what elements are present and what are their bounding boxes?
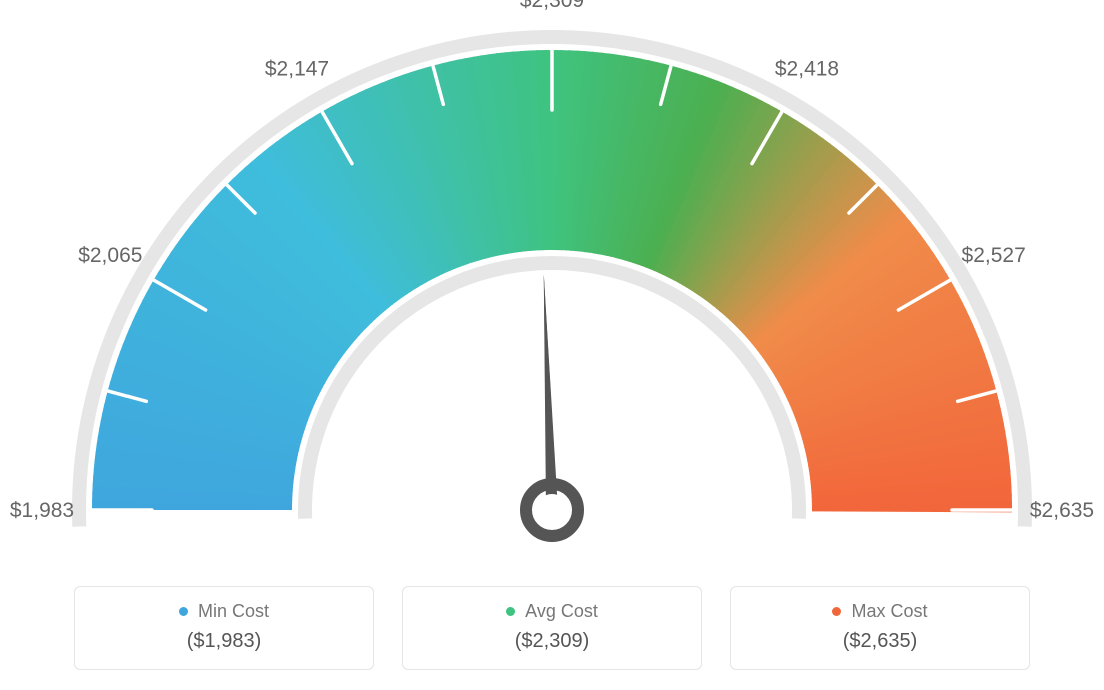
- avg-cost-header: Avg Cost: [421, 601, 683, 622]
- gauge-tick-label: $1,983: [10, 499, 74, 522]
- gauge-area: $1,983 $2,065 $2,147 $2,309 $2,418 $2,527 $2,6…: [0, 0, 1104, 550]
- max-cost-value: ($2,635): [749, 630, 1011, 653]
- gauge-tick-label: $2,635: [1030, 499, 1094, 522]
- gauge-tick-label: $2,418: [775, 57, 839, 80]
- cost-gauge-widget: $1,983 $2,065 $2,147 $2,309 $2,418 $2,527 $2,6…: [0, 0, 1104, 690]
- gauge-tick-label: $2,309: [520, 0, 584, 12]
- min-cost-value: ($1,983): [93, 630, 355, 653]
- min-cost-header: Min Cost: [93, 601, 355, 622]
- min-dot-icon: [179, 607, 188, 616]
- legend-row: Min Cost ($1,983) Avg Cost ($2,309) Max …: [0, 586, 1104, 670]
- max-cost-header: Max Cost: [749, 601, 1011, 622]
- max-cost-label: Max Cost: [851, 601, 927, 622]
- avg-cost-card: Avg Cost ($2,309): [402, 586, 702, 670]
- gauge-tick-label: $2,527: [962, 244, 1026, 267]
- gauge-tick-label: $2,147: [265, 57, 329, 80]
- min-cost-card: Min Cost ($1,983): [74, 586, 374, 670]
- min-cost-label: Min Cost: [198, 601, 269, 622]
- max-cost-card: Max Cost ($2,635): [730, 586, 1030, 670]
- gauge-svg: $1,983 $2,065 $2,147 $2,309 $2,418 $2,527 $2,6…: [0, 0, 1104, 560]
- avg-dot-icon: [506, 607, 515, 616]
- avg-cost-label: Avg Cost: [525, 601, 598, 622]
- max-dot-icon: [832, 607, 841, 616]
- avg-cost-value: ($2,309): [421, 630, 683, 653]
- gauge-tick-label: $2,065: [78, 244, 142, 267]
